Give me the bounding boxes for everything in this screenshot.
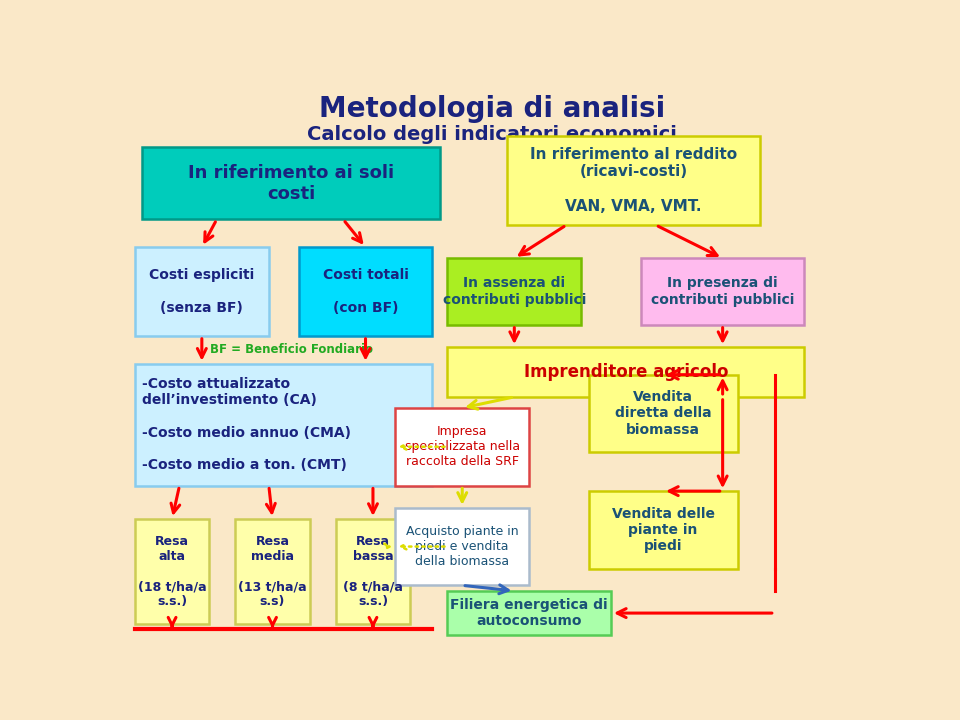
- FancyBboxPatch shape: [134, 364, 432, 485]
- Text: Acquisto piante in
piedi e vendita
della biomassa: Acquisto piante in piedi e vendita della…: [406, 525, 518, 568]
- Text: Resa
bassa

(8 t/ha/a
s.s.): Resa bassa (8 t/ha/a s.s.): [343, 535, 403, 608]
- Text: Vendita delle
piante in
piedi: Vendita delle piante in piedi: [612, 507, 714, 553]
- FancyBboxPatch shape: [134, 247, 269, 336]
- Text: Resa
alta

(18 t/ha/a
s.s.): Resa alta (18 t/ha/a s.s.): [138, 535, 206, 608]
- Text: Calcolo degli indicatori economici: Calcolo degli indicatori economici: [307, 125, 677, 144]
- FancyBboxPatch shape: [396, 408, 529, 485]
- Text: Imprenditore agricolo: Imprenditore agricolo: [523, 363, 729, 381]
- Text: In riferimento al reddito
(ricavi-costi)

VAN, VMA, VMT.: In riferimento al reddito (ricavi-costi)…: [530, 147, 737, 215]
- FancyBboxPatch shape: [396, 508, 529, 585]
- FancyBboxPatch shape: [235, 519, 310, 624]
- Text: BF = Beneficio Fondiario: BF = Beneficio Fondiario: [209, 343, 372, 356]
- FancyBboxPatch shape: [507, 136, 760, 225]
- FancyBboxPatch shape: [447, 258, 581, 325]
- Text: Resa
media

(13 t/ha/a
s.s): Resa media (13 t/ha/a s.s): [238, 535, 307, 608]
- Text: In riferimento ai soli
costi: In riferimento ai soli costi: [188, 164, 395, 203]
- Text: Filiera energetica di
autoconsumo: Filiera energetica di autoconsumo: [450, 598, 608, 628]
- Text: Vendita
diretta della
biomassa: Vendita diretta della biomassa: [614, 390, 711, 437]
- FancyBboxPatch shape: [447, 347, 804, 397]
- FancyBboxPatch shape: [447, 591, 611, 635]
- FancyBboxPatch shape: [588, 491, 737, 569]
- Text: Impresa
specializzata nella
raccolta della SRF: Impresa specializzata nella raccolta del…: [405, 426, 519, 468]
- FancyBboxPatch shape: [142, 148, 440, 220]
- FancyBboxPatch shape: [299, 247, 432, 336]
- FancyBboxPatch shape: [641, 258, 804, 325]
- Text: In presenza di
contributi pubblici: In presenza di contributi pubblici: [651, 276, 794, 307]
- Text: Metodologia di analisi: Metodologia di analisi: [319, 95, 665, 122]
- FancyBboxPatch shape: [336, 519, 410, 624]
- Text: In assenza di
contributi pubblici: In assenza di contributi pubblici: [443, 276, 586, 307]
- Text: Costi totali

(con BF): Costi totali (con BF): [323, 269, 408, 315]
- FancyBboxPatch shape: [134, 519, 209, 624]
- Text: -Costo attualizzato
dell’investimento (CA)

-Costo medio annuo (CMA)

-Costo med: -Costo attualizzato dell’investimento (C…: [142, 377, 351, 472]
- Text: Costi espliciti

(senza BF): Costi espliciti (senza BF): [149, 269, 254, 315]
- FancyBboxPatch shape: [588, 374, 737, 452]
